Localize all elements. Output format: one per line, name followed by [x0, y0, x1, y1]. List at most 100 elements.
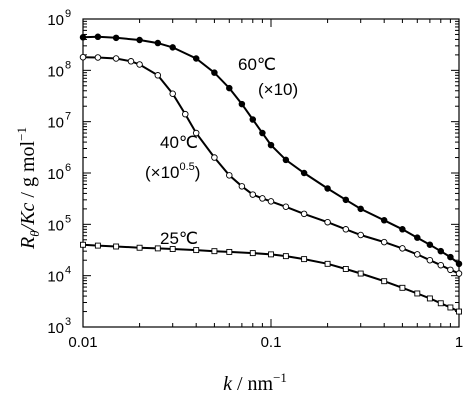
data-point — [300, 210, 308, 218]
x-tick-label: 0.01 — [68, 334, 97, 351]
annotation-40c-line2-sup: 0.5 — [180, 161, 195, 173]
data-point — [94, 33, 102, 41]
annotation-40c-line2: (×100.5) — [145, 161, 200, 182]
y-axis-title: Rθ/Kc / g mol−1 — [14, 127, 42, 250]
data-point — [447, 266, 454, 274]
data-point — [154, 39, 162, 47]
data-point — [112, 55, 120, 62]
data-point — [79, 34, 87, 41]
x-axis-unit: / nm — [232, 373, 274, 395]
data-point — [154, 72, 162, 79]
annotation-60c-line2: (×10) — [258, 80, 298, 99]
data-point — [238, 100, 246, 108]
data-point — [437, 247, 445, 255]
data-point — [192, 129, 200, 137]
data-point — [127, 58, 135, 65]
data-point — [249, 191, 257, 198]
data-points — [79, 33, 463, 315]
data-point — [249, 116, 257, 123]
data-point — [342, 226, 350, 233]
data-point — [154, 245, 161, 252]
y-axis-var: R — [17, 237, 39, 250]
data-point — [414, 290, 421, 297]
data-point — [94, 54, 102, 61]
data-point — [192, 55, 200, 62]
y-axis-var-sub: θ — [27, 230, 42, 237]
y-tick-label: 10 — [47, 217, 64, 234]
x-axis-unit-exp: −1 — [273, 370, 287, 385]
data-point — [211, 154, 218, 161]
annotation-40c-line2-pre: (×10 — [145, 163, 180, 182]
data-point — [94, 242, 101, 249]
data-point — [136, 61, 143, 68]
x-axis-title: k / nm−1 — [223, 370, 287, 395]
x-axis-var: k — [223, 373, 233, 395]
data-point — [399, 226, 406, 233]
data-point — [414, 234, 421, 241]
data-point — [357, 231, 364, 239]
data-point — [136, 244, 143, 251]
data-point — [282, 203, 290, 211]
y-axis-unit: / g mol — [17, 140, 39, 202]
data-point — [426, 241, 434, 249]
data-point — [437, 261, 445, 269]
data-point — [324, 260, 331, 267]
data-point — [380, 238, 388, 246]
annotation-25c: 25℃ — [160, 229, 198, 248]
data-point — [267, 141, 275, 149]
data-point — [226, 84, 233, 92]
data-point — [399, 245, 406, 252]
data-point — [259, 195, 266, 202]
data-point — [426, 295, 433, 302]
x-tick-label: 0.1 — [261, 334, 282, 351]
data-point — [226, 172, 233, 179]
y-tick-label: 10 — [47, 269, 64, 286]
y-tick-label-exp: 8 — [65, 59, 71, 71]
data-point — [226, 248, 233, 255]
y-tick-label-exp: 9 — [65, 8, 71, 20]
y-tick-label: 10 — [47, 320, 64, 337]
data-point — [437, 300, 444, 307]
data-point — [455, 270, 463, 277]
data-point — [342, 266, 349, 272]
data-point — [169, 44, 176, 51]
data-point — [211, 69, 218, 76]
y-axis-var2: /Kc — [17, 202, 39, 231]
data-point — [268, 251, 274, 258]
data-point — [259, 129, 266, 137]
data-point — [238, 183, 246, 190]
data-point — [169, 246, 176, 252]
y-tick-label: 10 — [47, 115, 64, 132]
data-point — [211, 248, 218, 255]
y-tick-label: 10 — [47, 166, 64, 183]
annotation-60c-line1: 60℃ — [238, 55, 276, 74]
data-point — [136, 36, 143, 44]
data-point — [324, 218, 331, 226]
data-point — [282, 156, 290, 164]
data-point — [267, 198, 275, 205]
data-point — [380, 217, 388, 224]
data-point — [455, 260, 463, 268]
fit-curves — [82, 35, 460, 313]
y-tick-label-exp: 3 — [65, 316, 71, 328]
y-tick-label-exp: 5 — [65, 213, 71, 225]
data-point — [193, 247, 200, 254]
annotation-40c-line2-post: ) — [195, 163, 201, 182]
data-point — [112, 34, 120, 42]
data-point — [79, 53, 87, 61]
data-point — [447, 253, 454, 261]
data-point — [456, 308, 462, 315]
annotation-40c-line1: 40℃ — [160, 133, 198, 152]
data-point — [357, 270, 364, 277]
data-point — [357, 205, 364, 213]
y-tick-label-exp: 7 — [65, 111, 71, 123]
data-point — [324, 185, 331, 192]
data-point — [282, 253, 289, 260]
data-point — [182, 110, 189, 118]
data-point — [414, 251, 421, 258]
data-point — [426, 256, 434, 264]
y-tick-label-exp: 4 — [65, 265, 71, 277]
data-point — [249, 250, 256, 257]
